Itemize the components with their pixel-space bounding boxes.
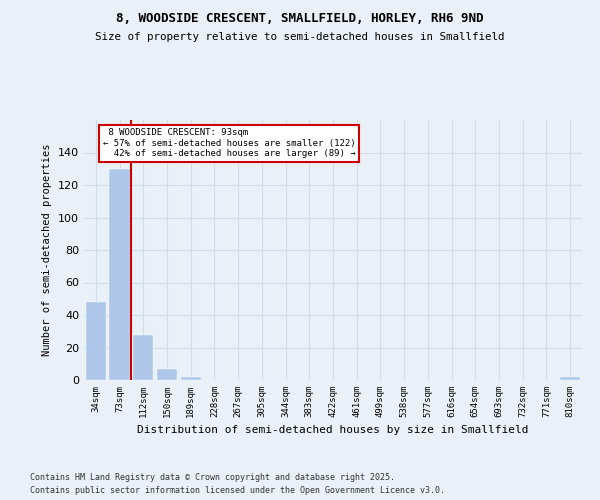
Bar xyxy=(133,334,154,380)
Text: Contains public sector information licensed under the Open Government Licence v3: Contains public sector information licen… xyxy=(30,486,445,495)
Text: 8 WOODSIDE CRESCENT: 93sqm
← 57% of semi-detached houses are smaller (122)
  42%: 8 WOODSIDE CRESCENT: 93sqm ← 57% of semi… xyxy=(103,128,356,158)
Bar xyxy=(86,302,106,380)
Text: Size of property relative to semi-detached houses in Smallfield: Size of property relative to semi-detach… xyxy=(95,32,505,42)
Bar xyxy=(181,377,201,380)
Text: Contains HM Land Registry data © Crown copyright and database right 2025.: Contains HM Land Registry data © Crown c… xyxy=(30,474,395,482)
Y-axis label: Number of semi-detached properties: Number of semi-detached properties xyxy=(43,144,52,356)
Bar xyxy=(109,169,130,380)
Bar xyxy=(157,368,177,380)
X-axis label: Distribution of semi-detached houses by size in Smallfield: Distribution of semi-detached houses by … xyxy=(137,426,529,436)
Bar xyxy=(560,377,580,380)
Text: 8, WOODSIDE CRESCENT, SMALLFIELD, HORLEY, RH6 9ND: 8, WOODSIDE CRESCENT, SMALLFIELD, HORLEY… xyxy=(116,12,484,26)
